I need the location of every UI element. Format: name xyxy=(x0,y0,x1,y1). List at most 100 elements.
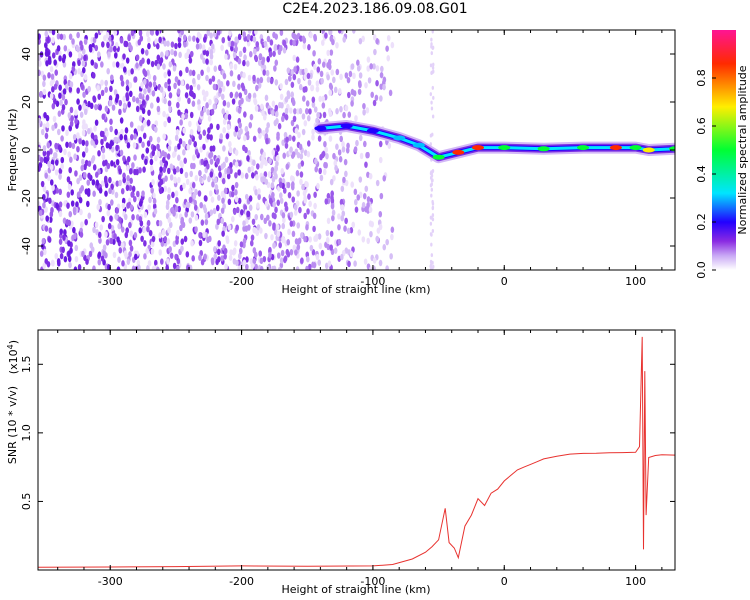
spectrogram-noise-cell xyxy=(100,255,105,262)
spectrogram-noise-cell xyxy=(234,181,239,189)
spectrogram-noise-cell xyxy=(324,32,328,39)
spectrogram-noise-cell xyxy=(43,111,47,119)
spectrogram-noise-cell xyxy=(110,183,114,190)
spectrogram-noise-cell xyxy=(223,247,228,255)
spectrogram-noise-cell xyxy=(229,91,234,99)
spectrogram-noise-cell xyxy=(155,43,160,50)
spectrogram-noise-cell xyxy=(227,224,232,231)
spectrogram-noise-cell xyxy=(158,249,163,256)
spectrogram-noise-cell xyxy=(133,168,137,176)
spectrogram-noise-cell xyxy=(218,87,222,94)
spectrogram-noise-cell xyxy=(303,149,308,156)
spectrogram-noise-cell xyxy=(322,111,327,119)
spectrogram-noise-cell xyxy=(229,249,233,256)
spectrogram-noise-cell xyxy=(291,151,296,158)
spectrogram-noise-cell xyxy=(125,79,130,86)
spectrogram-noise-cell xyxy=(306,115,311,122)
spectrogram-noise-cell xyxy=(107,203,111,211)
spectrogram-noise-cell xyxy=(54,69,59,76)
spectrogram-noise-cell xyxy=(94,103,98,111)
spectrogram-noise-cell xyxy=(209,32,213,39)
spectrogram-noise-cell xyxy=(276,199,281,206)
spectrogram-noise-cell xyxy=(101,130,105,138)
spectrogram-noise-cell xyxy=(38,165,41,172)
spectrogram-noise-cell xyxy=(253,48,257,55)
spectrogram-noise-cell xyxy=(82,91,86,98)
spectrogram-noise-cell xyxy=(350,181,355,188)
spectrogram-noise-cell xyxy=(386,34,391,42)
spectrogram-noise-cell xyxy=(143,240,147,247)
spectrogram-noise-cell xyxy=(266,122,270,129)
spectrogram-noise-cell xyxy=(242,59,246,67)
spectrogram-noise-cell xyxy=(140,48,145,55)
spectrogram-noise-cell xyxy=(182,127,187,134)
spectrogram-noise-cell xyxy=(69,120,74,127)
spectrogram-noise-cell xyxy=(77,68,81,75)
spectrogram-noise-cell xyxy=(262,69,267,76)
spectrogram-noise-cell xyxy=(75,201,79,208)
spectrogram-noise-cell xyxy=(70,189,74,196)
spectrogram-noise-cell xyxy=(253,227,257,234)
spectrogram-noise-cell xyxy=(197,125,201,132)
spectrogram-noise-cell xyxy=(206,133,211,140)
snr-x-axis-title: Height of straight line (km) xyxy=(281,583,430,596)
spectrogram-noise-cell xyxy=(361,201,366,209)
spectrogram-noise-cell xyxy=(229,70,234,77)
spectrogram-noise-cell xyxy=(151,235,156,243)
spectrogram-noise-cell xyxy=(289,211,294,219)
spectrogram-noise-cell xyxy=(276,230,281,238)
spectrogram-noise-cell xyxy=(102,244,107,251)
spectrogram-noise-cell xyxy=(61,94,66,101)
spectrogram-noise-cell xyxy=(150,60,155,68)
spectrogram-noise-cell xyxy=(317,58,322,65)
spectrogram-noise-cell xyxy=(129,204,134,211)
spectrogram-noise-cell xyxy=(270,182,275,189)
spectrogram-noise-cell xyxy=(276,252,281,259)
spectrogram-noise-cell xyxy=(164,175,168,182)
spectrogram-noise-cell xyxy=(198,169,202,177)
spectrogram-noise-cell xyxy=(259,213,264,221)
spectrogram-noise-cell xyxy=(213,65,218,72)
spectrogram-noise-cell xyxy=(331,209,336,216)
spectrogram-noise-cell xyxy=(222,72,227,80)
spectrogram-noise-cell xyxy=(184,112,189,120)
spectrogram-noise-cell xyxy=(356,65,361,72)
spectrogram-noise-cell xyxy=(363,258,368,265)
spectrogram-noise-cell xyxy=(284,78,289,86)
spectrogram-noise-cell xyxy=(44,225,49,232)
spectrogram-noise-cell xyxy=(326,74,330,81)
spectrogram-noise-cell xyxy=(347,260,351,268)
spectrogram-noise-cell xyxy=(51,124,55,131)
spectrogram-noise-cell xyxy=(193,199,197,206)
spectrogram-noise-cell xyxy=(113,30,118,36)
spectrogram-noise-cell xyxy=(246,33,251,41)
spectrogram-noise-cell xyxy=(166,167,171,175)
spectrogram-noise-cell xyxy=(282,187,287,194)
spectrogram-noise-cell xyxy=(150,248,155,255)
spectrogram-noise-cell xyxy=(206,163,210,170)
spectrogram-noise-cell xyxy=(97,150,101,157)
spectrogram-noise-cell xyxy=(310,84,315,92)
spectrogram-noise-cell xyxy=(101,153,106,161)
spectrogram-noise-cell xyxy=(42,74,47,81)
spectrogram-noise-cell xyxy=(182,34,187,41)
spectrogram-noise-cell xyxy=(122,176,127,184)
spectrogram-noise-cell xyxy=(206,66,211,73)
spectrogram-noise-cell xyxy=(209,134,213,141)
spectrogram-noise-cell xyxy=(74,118,78,125)
spectrogram-noise-cell xyxy=(56,128,61,136)
spectrogram-noise-cell xyxy=(234,36,239,43)
spectrogram-noise-cell xyxy=(344,179,349,187)
spectrogram-noise-cell xyxy=(170,48,174,56)
spectrogram-noise-cell xyxy=(110,74,114,81)
spectrogram-noise-cell xyxy=(291,97,295,105)
spectrogram-noise-cell xyxy=(234,125,239,133)
spectrogram-noise-cell xyxy=(65,141,69,148)
spectrogram-noise-cell xyxy=(67,183,72,191)
spectrogram-noise-cell xyxy=(46,37,50,44)
spectrogram-noise-cell xyxy=(378,259,383,267)
spectrogram-noise-cell xyxy=(135,97,140,104)
spectrogram-noise-cell xyxy=(249,35,254,42)
spectrogram-noise-cell xyxy=(269,39,274,46)
spectrogram-noise-cell xyxy=(304,107,309,115)
